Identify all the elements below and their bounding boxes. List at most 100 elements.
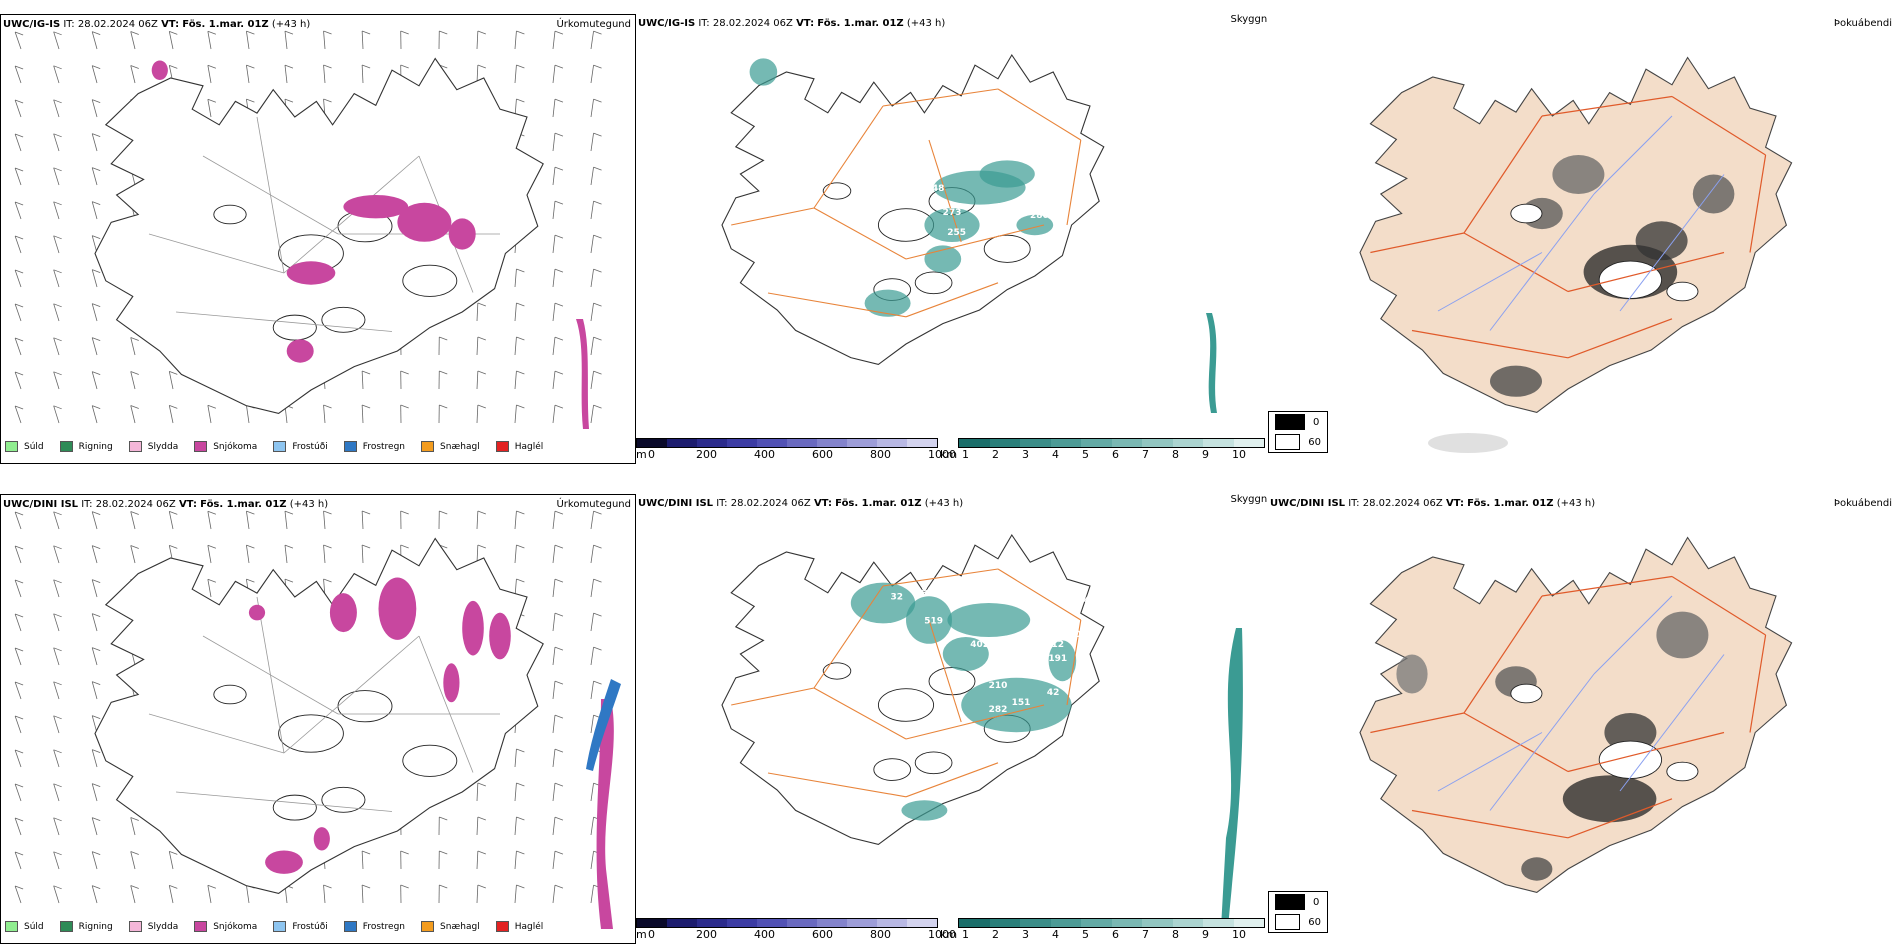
wind-barb (284, 511, 288, 530)
wind-barb-flag (477, 510, 486, 515)
wind-barb-flag (92, 269, 101, 274)
offshore-snow-band (576, 319, 589, 429)
tick-label: 0 (648, 448, 655, 461)
wind-barb (14, 303, 22, 322)
wind-barb-flag (284, 510, 294, 515)
wind-barb-flag (92, 99, 101, 104)
wind-barb-flag (53, 269, 62, 274)
wind-barb (514, 783, 517, 802)
wind-barb-flag (284, 578, 294, 583)
road (148, 233, 285, 274)
wind-barb-flag (323, 510, 332, 515)
wind-barb (590, 31, 594, 50)
wind-barb (514, 851, 517, 870)
wind-barb-flag (53, 545, 62, 550)
wind-barb-flag (14, 579, 24, 584)
wind-barb (476, 337, 479, 356)
tick-label: 3 (1022, 928, 1029, 941)
wind-barb (590, 167, 594, 186)
wind-barb (476, 31, 479, 50)
wind-barb (552, 885, 556, 904)
wind-barb-flag (53, 715, 62, 720)
wind-barb-flag (14, 337, 24, 342)
wind-barb-flag (130, 371, 139, 375)
wind-barb (130, 31, 136, 50)
wind-barb-flag (53, 613, 62, 618)
wind-barb (53, 783, 60, 802)
wind-barb (207, 405, 212, 424)
wind-barb-flag (516, 782, 525, 787)
wind-barb (590, 405, 594, 424)
glacier-outline (877, 688, 935, 722)
tick-label: 600 (812, 448, 833, 461)
wind-barb-flag (477, 302, 486, 307)
wind-barb-flag (169, 65, 178, 69)
panel-title: Þokuábendi (1833, 498, 1892, 509)
glacier-outline (822, 182, 852, 200)
colorbar-step (637, 439, 667, 447)
fog-indicator-area (1490, 365, 1542, 397)
wind-barb-flag (130, 405, 139, 409)
wind-barb-flag (14, 817, 24, 822)
precip-map (14, 30, 602, 429)
snow-area (462, 600, 484, 656)
wind-barb (590, 371, 594, 390)
legend-label: Frostúði (292, 441, 328, 452)
colorbar-step (1050, 919, 1081, 927)
wind-barb (130, 545, 136, 564)
wind-barb-flag (92, 851, 101, 856)
wind-barb-flag (593, 680, 602, 685)
wind-barb (14, 851, 22, 870)
model-name: UWC/DINI ISL (1270, 498, 1346, 509)
wind-barb (476, 783, 479, 802)
legend-swatch (495, 441, 509, 452)
wind-barb-flag (361, 850, 371, 855)
low-visibility-area (979, 160, 1035, 188)
colorbar-step (1233, 919, 1264, 927)
valid-time: Fös. 1.mar. 01Z (817, 18, 904, 29)
road (905, 224, 1045, 260)
wind-barb (552, 647, 556, 666)
glacier-outline (402, 264, 458, 297)
wind-barb-flag (593, 612, 602, 617)
wind-barb-flag (14, 647, 24, 652)
visibility-label: 228 (1044, 194, 1063, 204)
wind-barb (361, 885, 364, 904)
wind-barb-flag (554, 646, 564, 651)
tick-label: 2 (992, 928, 999, 941)
init-time: 28.02.2024 06Z (712, 18, 793, 29)
wind-barb-flag (477, 782, 486, 787)
wind-barb-flag (593, 336, 602, 341)
colorbar-step (1081, 439, 1112, 447)
wind-barb (552, 613, 556, 632)
colorbar-step (817, 439, 847, 447)
wind-barb-flag (439, 404, 448, 409)
legend-item: Frostúði (273, 921, 328, 932)
wind-barb (130, 405, 136, 424)
glacier-outline (873, 758, 912, 781)
panel-header: UWC/DINI ISL IT: 28.02.2024 06Z VT: Fös.… (1270, 498, 1595, 509)
panel-title: Úrkomutegund (556, 19, 631, 30)
wind-barb-flag (323, 64, 332, 69)
wind-barb (552, 167, 556, 186)
wind-barb-flag (53, 749, 62, 754)
wind-barb (361, 405, 364, 424)
colorbar-step (787, 439, 817, 447)
tick-label: 7 (1142, 448, 1149, 461)
snow-area (343, 195, 409, 219)
glacier-outline (1510, 683, 1543, 704)
wind-barb (53, 885, 60, 904)
tick-label: 9 (1202, 928, 1209, 941)
wind-barb-flag (53, 579, 62, 584)
colorbar-step (907, 919, 937, 927)
wind-barb (168, 851, 174, 870)
wind-barb-flag (554, 578, 564, 583)
wind-barb-flag (92, 613, 101, 618)
tick-label: 3 (1022, 448, 1029, 461)
colorbar-step (1020, 439, 1051, 447)
wind-barb-flag (53, 371, 62, 376)
wind-barb-flag (554, 404, 564, 409)
fog-white-swatch (1275, 914, 1301, 930)
tick-label: 1 (962, 928, 969, 941)
